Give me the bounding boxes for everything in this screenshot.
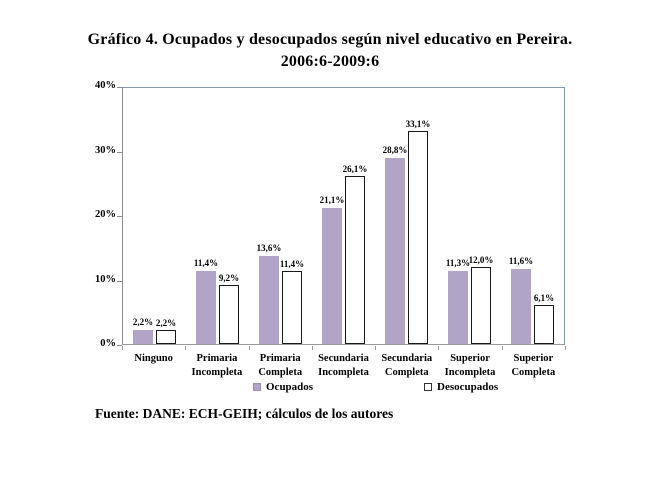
bar-group: 21,1% 26,1% (312, 88, 375, 344)
legend-item-desocupados: Desocupados (424, 381, 498, 393)
y-tick-mark (117, 345, 122, 346)
chart-title: Gráfico 4. Ocupados y desocupados según … (87, 31, 573, 48)
y-tick-label: 40% (95, 80, 116, 91)
data-label: 11,6% (508, 256, 534, 267)
legend-item-ocupados: Ocupados (253, 381, 313, 393)
x-axis-category-label: Superior Incompleta (444, 353, 496, 378)
x-axis-category-label: Secundaria Incompleta (318, 353, 369, 378)
bar-group: 11,6% 6,1% (501, 88, 564, 344)
bar-group: 11,4% 9,2% (186, 88, 249, 344)
bar-desocupados: 26,1% (343, 164, 367, 344)
x-tick-mark (185, 346, 187, 350)
y-tick-mark (117, 152, 122, 153)
x-axis-category-label: Ninguno (134, 353, 173, 364)
bar-desocupados: 2,2% (156, 318, 176, 344)
bar-group: 13,6% 11,4% (249, 88, 312, 344)
x-axis-labels: Ninguno Primaria Incompleta Primaria Compl… (122, 352, 565, 379)
bar-ocupados: 2,2% (133, 317, 153, 344)
x-tick-mark (248, 346, 250, 350)
bar-desocupados: 9,2% (219, 273, 239, 344)
y-tick-label: 0% (100, 338, 116, 349)
y-tick-label: 10% (95, 273, 116, 285)
source-note: Fuente: DANE: ECH-GEIH; cálculos de los … (95, 406, 394, 421)
data-label: 26,1% (342, 163, 368, 174)
bar-desocupados: 11,4% (280, 259, 304, 344)
data-label: 12,0% (468, 254, 494, 265)
data-label: 6,1% (533, 292, 555, 303)
y-tick-mark (117, 281, 122, 282)
x-tick-mark (311, 346, 313, 350)
x-tick-mark (122, 346, 123, 350)
legend-label-desocupados: Desocupados (437, 381, 499, 393)
ocupados-swatch-icon (253, 383, 261, 391)
bar-desocupados: 12,0% (469, 255, 493, 344)
data-label: 28,8% (382, 145, 408, 156)
bar-group: 11,3% 12,0% (438, 88, 501, 344)
bar-ocupados: 28,8% (383, 145, 407, 344)
x-tick-mark (438, 346, 440, 350)
desocupados-swatch-icon (424, 383, 432, 391)
data-label: 33,1% (405, 118, 431, 129)
x-axis-category-label: Primaria Completa (258, 353, 303, 378)
plot-area: 2,2% 2,2% 11,4% 9,2% 13,6% 11,4% 21,1% 26,1% 28,… (122, 87, 565, 345)
bar-ocupados: 21,1% (320, 195, 344, 344)
bar-ocupados: 11,3% (446, 258, 470, 344)
bar-ocupados: 11,6% (509, 256, 533, 344)
bar-group: 28,8% 33,1% (375, 88, 438, 344)
data-label: 9,2% (218, 272, 240, 283)
data-label: 11,4% (279, 258, 305, 269)
x-tick-mark (375, 346, 377, 350)
x-tick-mark (501, 346, 503, 350)
data-label: 13,6% (256, 243, 282, 254)
bar-ocupados: 13,6% (257, 243, 281, 344)
bar-ocupados: 11,4% (194, 258, 218, 344)
bar-desocupados: 6,1% (534, 293, 554, 344)
data-label: 2,2% (155, 317, 177, 328)
data-label: 21,1% (319, 194, 345, 205)
y-tick-mark (117, 216, 122, 217)
y-tick-label: 20% (95, 209, 116, 220)
y-tick-label: 30% (95, 144, 116, 156)
bar-desocupados: 33,1% (406, 119, 430, 344)
x-axis-category-label: Primaria Incompleta (191, 353, 243, 378)
x-tick-mark (565, 346, 566, 350)
bar-group: 2,2% 2,2% (123, 88, 186, 344)
data-label: 11,4% (193, 257, 219, 268)
data-label: 2,2% (132, 316, 154, 327)
y-tick-mark (117, 87, 122, 88)
x-axis-category-label: Superior Completa (511, 353, 556, 378)
legend-label-ocupados: Ocupados (266, 381, 314, 393)
data-label: 11,3% (445, 258, 471, 269)
chart-subtitle: 2006:6-2009:6 (280, 53, 380, 70)
x-axis-category-label: Secundaria Completa (381, 353, 433, 378)
